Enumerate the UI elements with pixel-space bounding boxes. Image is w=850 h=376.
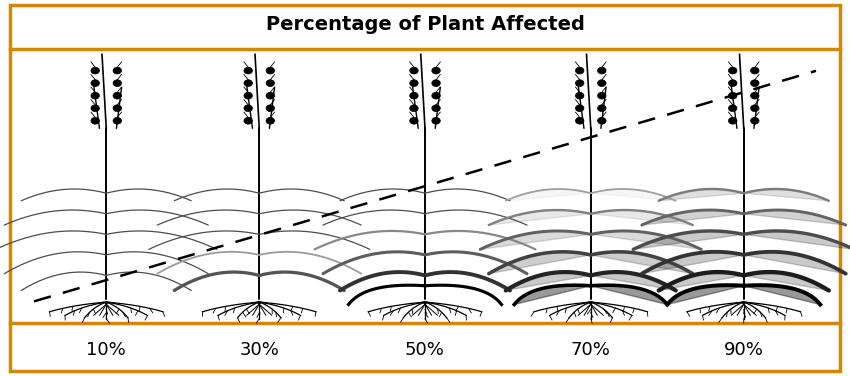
Ellipse shape [432, 117, 440, 124]
Ellipse shape [266, 117, 275, 124]
Ellipse shape [598, 92, 606, 99]
Polygon shape [667, 285, 744, 305]
Text: 30%: 30% [240, 341, 279, 359]
Ellipse shape [432, 105, 440, 112]
Ellipse shape [266, 92, 275, 99]
Ellipse shape [728, 80, 737, 86]
Ellipse shape [244, 117, 252, 124]
Polygon shape [591, 252, 693, 274]
Polygon shape [659, 272, 744, 291]
Ellipse shape [751, 92, 759, 99]
Ellipse shape [91, 80, 99, 86]
Polygon shape [514, 285, 591, 305]
Polygon shape [489, 252, 591, 274]
Ellipse shape [575, 80, 584, 86]
Text: 90%: 90% [724, 341, 763, 359]
Ellipse shape [598, 67, 606, 74]
Ellipse shape [244, 92, 252, 99]
Text: 70%: 70% [571, 341, 610, 359]
Ellipse shape [575, 117, 584, 124]
Ellipse shape [728, 92, 737, 99]
Polygon shape [591, 272, 676, 291]
Ellipse shape [113, 105, 122, 112]
Ellipse shape [91, 117, 99, 124]
Ellipse shape [244, 80, 252, 86]
Ellipse shape [113, 117, 122, 124]
Polygon shape [744, 231, 850, 249]
Ellipse shape [113, 80, 122, 86]
Ellipse shape [598, 117, 606, 124]
Ellipse shape [410, 105, 418, 112]
Polygon shape [642, 252, 744, 274]
Ellipse shape [432, 67, 440, 74]
Ellipse shape [751, 105, 759, 112]
Ellipse shape [728, 67, 737, 74]
Ellipse shape [91, 92, 99, 99]
Ellipse shape [751, 117, 759, 124]
Polygon shape [591, 231, 701, 249]
Ellipse shape [575, 105, 584, 112]
Ellipse shape [728, 117, 737, 124]
Ellipse shape [266, 67, 275, 74]
Polygon shape [659, 189, 744, 201]
Ellipse shape [432, 92, 440, 99]
Ellipse shape [728, 105, 737, 112]
Polygon shape [744, 189, 829, 201]
Text: 50%: 50% [405, 341, 445, 359]
Ellipse shape [751, 67, 759, 74]
Ellipse shape [598, 80, 606, 86]
Polygon shape [744, 210, 846, 225]
Ellipse shape [598, 105, 606, 112]
Text: Percentage of Plant Affected: Percentage of Plant Affected [265, 15, 585, 34]
Ellipse shape [266, 105, 275, 112]
Ellipse shape [410, 67, 418, 74]
Ellipse shape [244, 67, 252, 74]
Ellipse shape [266, 80, 275, 86]
Polygon shape [480, 231, 591, 249]
Polygon shape [744, 272, 829, 291]
Ellipse shape [575, 92, 584, 99]
Ellipse shape [91, 105, 99, 112]
Ellipse shape [113, 92, 122, 99]
Ellipse shape [410, 92, 418, 99]
Ellipse shape [575, 67, 584, 74]
Ellipse shape [410, 117, 418, 124]
Polygon shape [506, 272, 591, 291]
Ellipse shape [432, 80, 440, 86]
Polygon shape [591, 285, 667, 305]
Ellipse shape [91, 67, 99, 74]
Polygon shape [744, 252, 846, 274]
Ellipse shape [113, 67, 122, 74]
Polygon shape [591, 210, 693, 225]
Ellipse shape [410, 80, 418, 86]
Polygon shape [633, 231, 744, 249]
Ellipse shape [244, 105, 252, 112]
Polygon shape [744, 285, 820, 305]
Text: 10%: 10% [87, 341, 126, 359]
Polygon shape [642, 210, 744, 225]
Ellipse shape [751, 80, 759, 86]
Polygon shape [489, 210, 591, 225]
